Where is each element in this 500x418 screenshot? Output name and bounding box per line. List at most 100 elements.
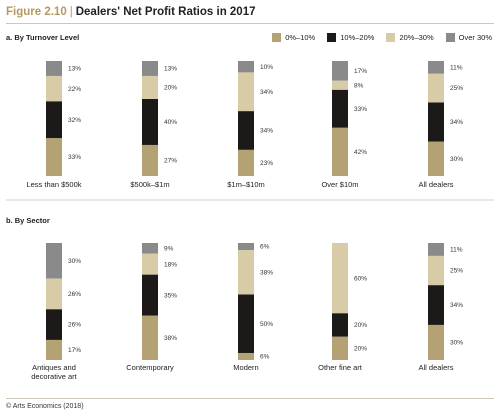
bar-segment bbox=[46, 101, 62, 139]
data-label: 18% bbox=[164, 261, 177, 268]
data-label: 34% bbox=[450, 119, 463, 126]
data-label: 11% bbox=[450, 65, 463, 72]
data-label: 35% bbox=[164, 292, 177, 299]
legend-label: 0%–10% bbox=[285, 33, 316, 42]
panel-title: b. By Sector bbox=[6, 216, 50, 225]
bar-segment bbox=[238, 149, 254, 176]
data-label: 30% bbox=[68, 258, 81, 265]
bar-segment bbox=[428, 324, 444, 360]
bar-segment bbox=[332, 61, 348, 81]
bar-segment bbox=[332, 243, 348, 314]
data-label: 60% bbox=[354, 275, 367, 282]
bar-segment bbox=[332, 127, 348, 176]
data-label: 23% bbox=[260, 160, 273, 167]
data-label: 34% bbox=[260, 128, 273, 135]
panel-title: a. By Turnover Level bbox=[6, 33, 79, 42]
data-label: 13% bbox=[68, 66, 81, 73]
data-label: 17% bbox=[354, 68, 367, 75]
bar-segment bbox=[428, 102, 444, 142]
data-label: 26% bbox=[68, 322, 81, 329]
data-label: 33% bbox=[354, 106, 367, 113]
legend-item: Over 30% bbox=[445, 33, 492, 42]
data-label: 13% bbox=[164, 66, 177, 73]
data-label: 30% bbox=[450, 156, 463, 163]
legend-item: 20%–30% bbox=[386, 33, 434, 42]
data-label: 30% bbox=[450, 340, 463, 347]
bar-segment bbox=[332, 336, 348, 360]
data-label: 6% bbox=[260, 244, 270, 251]
bar-segment bbox=[142, 243, 158, 254]
bar-segment bbox=[238, 72, 254, 112]
bar-segment bbox=[142, 253, 158, 275]
category-label: Modern bbox=[233, 363, 258, 372]
bar-segment bbox=[46, 243, 62, 279]
bar-segment bbox=[238, 250, 254, 295]
data-label: 9% bbox=[164, 245, 174, 252]
category-label: Antiques and bbox=[32, 363, 76, 372]
data-label: 10% bbox=[260, 64, 273, 71]
bar-segment bbox=[46, 75, 62, 102]
bar-segment bbox=[428, 255, 444, 286]
data-label: 34% bbox=[260, 89, 273, 96]
footer-rule bbox=[6, 398, 494, 399]
bar-segment bbox=[238, 61, 254, 73]
data-label: 8% bbox=[354, 82, 364, 89]
data-label: 40% bbox=[164, 119, 177, 126]
bar-segment bbox=[142, 274, 158, 316]
data-label: 25% bbox=[450, 85, 463, 92]
legend-item: 0%–10% bbox=[272, 33, 315, 42]
category-label: Other fine art bbox=[318, 363, 363, 372]
data-label: 20% bbox=[354, 346, 367, 353]
bar-segment bbox=[142, 61, 158, 76]
bar-segment bbox=[428, 61, 444, 74]
bar-segment bbox=[332, 80, 348, 90]
bar-segment bbox=[238, 294, 254, 353]
bar-segment bbox=[46, 278, 62, 310]
category-label: decorative art bbox=[31, 372, 77, 381]
bar-segment bbox=[238, 352, 254, 360]
data-label: 38% bbox=[164, 335, 177, 342]
figure-header: Figure 2.10 | Dealers' Net Profit Ratios i… bbox=[6, 6, 494, 18]
bar-segment bbox=[46, 309, 62, 340]
legend-swatch bbox=[272, 33, 282, 42]
bar-segment bbox=[142, 315, 158, 360]
data-label: 33% bbox=[68, 154, 81, 161]
category-label: All dealers bbox=[418, 180, 453, 189]
legend-label: Over 30% bbox=[458, 33, 492, 42]
bar-segment bbox=[428, 285, 444, 325]
bar-segment bbox=[428, 73, 444, 103]
bar-segment bbox=[428, 243, 444, 256]
bar-segment bbox=[238, 111, 254, 150]
data-label: 20% bbox=[164, 85, 177, 92]
bar-segment bbox=[46, 61, 62, 76]
data-label: 6% bbox=[260, 354, 270, 361]
source-note: © Arts Economics (2018) bbox=[6, 403, 84, 410]
figure-separator: | bbox=[69, 6, 73, 18]
bar-segment bbox=[142, 98, 158, 145]
bar-segment bbox=[46, 339, 62, 360]
header-rule bbox=[6, 23, 494, 24]
category-label: Less than $500k bbox=[26, 180, 81, 189]
bar-segment bbox=[142, 75, 158, 99]
legend-label: 10%–20% bbox=[340, 33, 375, 42]
legend-swatch bbox=[386, 33, 396, 42]
bar-segment bbox=[332, 313, 348, 337]
legend-swatch bbox=[327, 33, 337, 42]
data-label: 34% bbox=[450, 302, 463, 309]
figure-title: Dealers' Net Profit Ratios in 2017 bbox=[75, 6, 256, 18]
data-label: 20% bbox=[354, 322, 367, 329]
data-label: 32% bbox=[68, 117, 81, 124]
category-label: Over $10m bbox=[321, 180, 358, 189]
data-label: 22% bbox=[68, 86, 81, 93]
data-label: 26% bbox=[68, 291, 81, 298]
data-label: 25% bbox=[450, 268, 463, 275]
data-label: 42% bbox=[354, 149, 367, 156]
category-label: $500k–$1m bbox=[130, 180, 169, 189]
data-label: 17% bbox=[68, 347, 81, 354]
category-label: Contemporary bbox=[126, 363, 174, 372]
bar-segment bbox=[428, 141, 444, 176]
figure-label: Figure 2.10 bbox=[6, 6, 67, 18]
data-label: 38% bbox=[260, 269, 273, 276]
category-label: $1m–$10m bbox=[227, 180, 265, 189]
